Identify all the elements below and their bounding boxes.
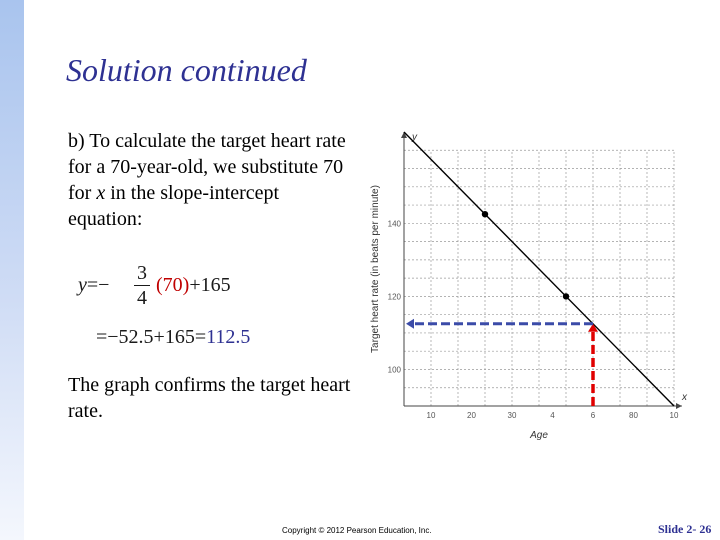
y-tick-label: 100 bbox=[388, 365, 402, 374]
regression-line bbox=[403, 131, 675, 407]
y-tick-label: 140 bbox=[388, 219, 402, 228]
x-tick-label: 30 bbox=[508, 411, 517, 420]
equation-minus: − bbox=[98, 274, 110, 296]
equation-fraction: 3 4 bbox=[134, 262, 150, 309]
intro-part2: in the slope-intercept equation: bbox=[68, 182, 280, 230]
slide-title: Solution continued bbox=[66, 52, 307, 88]
equation-line-1: y=− bbox=[78, 274, 109, 297]
y-axis-title: Target heart rate (in beats per minute) bbox=[370, 185, 381, 353]
slide-number: Slide 2- 26 bbox=[658, 522, 712, 536]
fraction-numerator: 3 bbox=[137, 262, 147, 284]
fraction-denominator: 4 bbox=[137, 287, 147, 309]
equation-line-2: =−52.5+165=112.5 bbox=[96, 326, 250, 349]
equation-substituted-value: (70) bbox=[156, 274, 190, 296]
x-axis-arrow bbox=[676, 403, 682, 409]
equation-equals: = bbox=[86, 274, 99, 296]
data-point bbox=[562, 293, 570, 300]
equation-lhs: y bbox=[78, 274, 87, 296]
y-axis-letter: y bbox=[411, 132, 418, 143]
equation-result: 112.5 bbox=[206, 326, 251, 348]
x-tick-label: 80 bbox=[629, 411, 638, 420]
fraction-bar bbox=[134, 285, 150, 286]
y-axis-arrow bbox=[401, 132, 407, 138]
intro-text: b) To calculate the target heart rate fo… bbox=[68, 128, 358, 232]
y-tick-label: 120 bbox=[388, 292, 402, 301]
guide-arrow-horizontal bbox=[406, 318, 414, 329]
x-axis-title: Age bbox=[529, 430, 548, 441]
closing-text: The graph confirms the target heart rate… bbox=[68, 374, 351, 422]
intro-variable: x bbox=[96, 182, 106, 204]
copyright-footer: Copyright © 2012 Pearson Education, Inc. bbox=[282, 526, 432, 535]
x-tick-label: 6 bbox=[591, 411, 596, 420]
equation: y=− 3 4 (70)+165 =−52.5+165=112.5 bbox=[78, 258, 358, 358]
equation-line2-prefix: =−52.5+165= bbox=[96, 326, 207, 348]
x-tick-label: 10 bbox=[427, 411, 436, 420]
guide-arrow-vertical bbox=[588, 323, 598, 332]
x-tick-label: 10 bbox=[670, 411, 679, 420]
data-point bbox=[481, 211, 489, 218]
intro-part1: b) To calculate the target heart rate fo… bbox=[68, 130, 346, 204]
x-axis-letter: x bbox=[681, 392, 688, 403]
side-band bbox=[0, 0, 24, 540]
x-tick-label: 4 bbox=[550, 411, 555, 420]
x-tick-label: 20 bbox=[467, 411, 476, 420]
equation-rest: (70)+165 bbox=[156, 274, 231, 297]
equation-plus-term: +165 bbox=[189, 274, 231, 296]
